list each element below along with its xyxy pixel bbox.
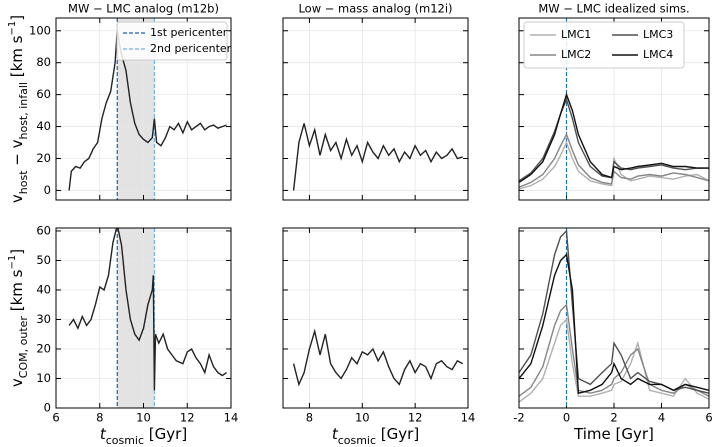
data-line (68, 29, 227, 191)
panel-title: MW − LMC analog (m12b) (68, 2, 219, 16)
panel: 0 20 40 60 80 100 MW − LMC analog (m12b) 1st pe… (29, 2, 232, 201)
frame (55, 17, 232, 201)
label-part: [Gyr] (376, 425, 419, 443)
label-part: −1 (7, 21, 18, 36)
data-line (519, 303, 709, 397)
x-tick-label: -2 (513, 411, 524, 425)
y-tick-label: 60 (36, 223, 51, 237)
y-tick-label: 50 (36, 253, 51, 267)
label-part: t (100, 425, 107, 443)
panel: 0 10 20 30 40 50 60 6 8 10 12 14 (36, 223, 238, 424)
frame (282, 17, 469, 201)
label-part: host, infall (17, 82, 30, 140)
frame (518, 17, 710, 201)
data-line (68, 228, 227, 391)
data-line (519, 92, 709, 183)
data-line (519, 140, 709, 190)
panel-title: Low − mass analog (m12i) (298, 2, 452, 16)
axis-label: vhost − vhost, infall [km s−1] (7, 15, 30, 203)
y-tick-label: 20 (36, 341, 51, 355)
panel: 8 10 12 14 (282, 227, 476, 425)
x-tick-label: 4 (658, 411, 665, 425)
data-line (519, 318, 709, 403)
y-tick-label: 60 (36, 87, 51, 101)
y-tick-label: 20 (36, 151, 51, 165)
panel-title: MW − LMC idealized sims. (538, 2, 689, 16)
legend-label: LMC2 (561, 48, 591, 61)
x-tick-label: 14 (224, 411, 239, 425)
legend-label: LMC1 (561, 28, 591, 41)
panel: -2 0 2 4 6 (513, 227, 713, 425)
data-line (519, 132, 709, 188)
x-tick-label: 10 (355, 411, 370, 425)
x-tick-label: 12 (408, 411, 423, 425)
label-part: [km s (8, 35, 26, 82)
panel: MW − LMC idealized sims. LMC1 LMC2 LMC3 LMC4 (518, 2, 710, 201)
label-part: Time [Gyr] (573, 425, 654, 443)
label-part: v (8, 194, 26, 203)
label-part: COM, outer (17, 316, 30, 379)
label-part: − v (8, 139, 26, 170)
axis-label: tcosmic [Gyr] (100, 425, 187, 447)
label-part: v (8, 378, 26, 387)
x-tick-label: 8 (96, 411, 103, 425)
label-part: host (17, 170, 30, 194)
axis-label: vCOM, outer [km s−1] (7, 249, 30, 387)
label-part: cosmic (106, 434, 144, 447)
axis-label: Time [Gyr] (573, 425, 654, 443)
x-tick-label: 0 (563, 411, 570, 425)
frame (282, 227, 469, 409)
x-tick-label: 12 (180, 411, 195, 425)
label-part: t (332, 425, 339, 443)
label-part: −1 (7, 255, 18, 270)
y-tick-label: 0 (44, 183, 51, 197)
panel: Low − mass analog (m12i) (282, 2, 469, 201)
x-tick-label: 10 (136, 411, 151, 425)
x-tick-label: 6 (52, 411, 59, 425)
y-tick-label: 10 (36, 371, 51, 385)
legend-label: LMC3 (643, 28, 673, 41)
y-tick-label: 40 (36, 119, 51, 133)
legend-box (116, 21, 228, 61)
x-tick-label: 6 (705, 411, 712, 425)
x-tick-label: 2 (610, 411, 617, 425)
y-tick-label: 80 (36, 55, 51, 69)
label-part: cosmic (338, 434, 376, 447)
label-part: [Gyr] (144, 425, 187, 443)
legend-label: 1st pericenter (150, 26, 228, 39)
label-part: [km s (8, 269, 26, 316)
y-tick-label: 100 (29, 23, 51, 37)
y-tick-label: 30 (36, 312, 51, 326)
label-part: ] (8, 15, 26, 21)
legend-label: 2nd pericenter (150, 42, 232, 55)
frame (518, 227, 710, 409)
label-part: ] (8, 249, 26, 255)
data-line (519, 253, 709, 395)
legend-box (523, 21, 685, 69)
x-tick-label: 8 (306, 411, 313, 425)
axis-label: tcosmic [Gyr] (332, 425, 419, 447)
y-tick-label: 40 (36, 282, 51, 296)
data-line (292, 123, 463, 191)
y-tick-label: 0 (44, 401, 51, 415)
legend-label: LMC4 (643, 48, 673, 61)
frame (55, 227, 232, 409)
x-tick-label: 14 (461, 411, 476, 425)
data-line (292, 328, 464, 387)
